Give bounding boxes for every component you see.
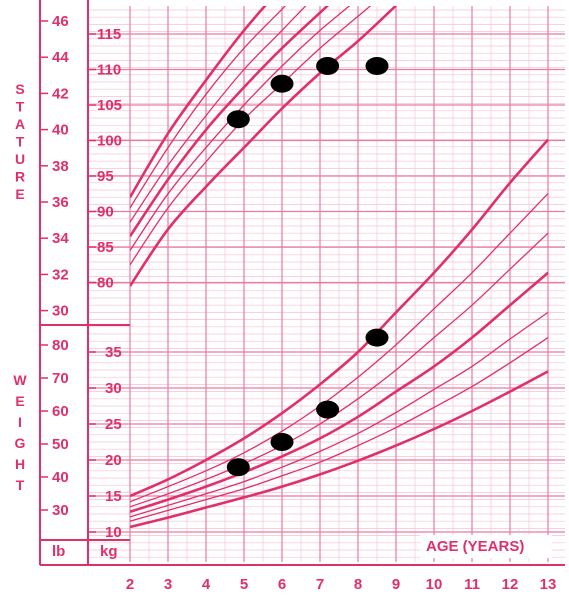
weight-side-letter: I xyxy=(18,414,22,430)
stature-side-letter: T xyxy=(16,99,25,115)
weight-side-letter: E xyxy=(15,393,24,409)
x-axis-tick-label: 3 xyxy=(164,576,172,593)
weight-kg-tick-label: 15 xyxy=(105,488,122,505)
weight-lb-tick-label: 30 xyxy=(52,502,69,519)
stature-data-point xyxy=(316,56,340,75)
stature-cm-tick-label: 95 xyxy=(97,168,114,185)
weight-lb-tick-label: 70 xyxy=(52,370,69,387)
stature-inch-tick-label: 44 xyxy=(52,49,69,66)
x-axis-tick-label: 4 xyxy=(202,576,211,593)
x-axis-tick-label: 2 xyxy=(126,576,134,593)
stature-side-letter: S xyxy=(15,81,24,97)
stature-curve-p10 xyxy=(130,6,372,266)
stature-side-letter: T xyxy=(16,134,25,150)
stature-curve-p97 xyxy=(130,6,267,198)
unit-label-kg: kg xyxy=(100,543,118,560)
weight-data-point xyxy=(316,400,340,419)
stature-cm-tick-label: 105 xyxy=(97,97,122,114)
weight-data-point xyxy=(226,458,250,477)
stature-curve-p3 xyxy=(130,6,397,287)
weight-side-letter: H xyxy=(15,456,25,472)
weight-kg-tick-label: 10 xyxy=(105,524,122,541)
x-axis-tick-label: 10 xyxy=(426,576,443,593)
stature-curve-p25 xyxy=(130,6,351,251)
stature-side-letter: A xyxy=(15,116,25,132)
chart-labels: AGE (YEARS) lb kg 4644424038363432308070… xyxy=(13,13,556,593)
stature-data-point xyxy=(365,56,389,75)
stature-cm-tick-label: 110 xyxy=(97,62,121,79)
x-axis-tick-label: 6 xyxy=(278,576,286,593)
unit-label-lb: lb xyxy=(52,543,65,560)
weight-lb-tick-label: 50 xyxy=(52,436,69,453)
stature-data-point xyxy=(226,110,250,129)
x-axis-tick-label: 13 xyxy=(540,576,557,593)
weight-side-letter: T xyxy=(16,477,25,493)
stature-curve-p75 xyxy=(130,6,307,223)
x-axis-tick-label: 9 xyxy=(392,576,400,593)
stature-side-letter: E xyxy=(15,186,24,202)
percentile-curves xyxy=(130,6,549,529)
x-axis-tick-label: 5 xyxy=(240,576,248,593)
stature-inch-tick-label: 40 xyxy=(52,122,69,139)
weight-data-point xyxy=(270,433,294,451)
x-axis-tick-label: 12 xyxy=(502,576,519,593)
x-axis-tick-label: 8 xyxy=(354,576,362,593)
weight-curve-p3 xyxy=(130,370,549,529)
x-axis-label: AGE (YEARS) xyxy=(426,538,524,555)
stature-cm-tick-label: 80 xyxy=(97,275,114,292)
stature-inch-tick-label: 32 xyxy=(52,266,69,283)
plotted-points xyxy=(226,56,389,477)
stature-inch-tick-label: 36 xyxy=(52,194,69,211)
weight-lb-tick-label: 60 xyxy=(52,403,69,420)
stature-inch-tick-label: 30 xyxy=(52,303,69,320)
weight-kg-tick-label: 25 xyxy=(105,416,122,433)
weight-kg-tick-label: 20 xyxy=(105,452,122,469)
weight-curve-p97 xyxy=(130,138,549,498)
stature-curve-p50 xyxy=(130,6,330,238)
stature-side-letter: U xyxy=(15,151,25,167)
stature-cm-tick-label: 85 xyxy=(97,239,114,256)
stature-cm-tick-label: 115 xyxy=(97,26,121,43)
weight-data-point xyxy=(365,328,389,347)
stature-curve-p90 xyxy=(130,6,287,209)
stature-inch-tick-label: 34 xyxy=(52,230,69,247)
stature-cm-tick-label: 100 xyxy=(97,133,122,150)
stature-data-point xyxy=(270,74,294,93)
axis-frame xyxy=(39,0,565,566)
weight-kg-tick-label: 35 xyxy=(105,344,122,361)
stature-inch-tick-label: 42 xyxy=(52,85,69,102)
x-axis-tick-label: 11 xyxy=(464,576,480,593)
weight-lb-tick-label: 80 xyxy=(52,337,69,354)
weight-curve-p10 xyxy=(130,337,549,522)
x-axis-label-box xyxy=(420,535,552,558)
x-axis-tick-label: 7 xyxy=(316,576,324,593)
weight-curve-p75 xyxy=(130,232,549,508)
stature-inch-tick-label: 46 xyxy=(52,13,69,30)
weight-kg-tick-label: 30 xyxy=(105,380,122,397)
weight-curve-p90 xyxy=(130,193,549,503)
weight-side-letter: W xyxy=(13,372,27,388)
weight-curve-p50 xyxy=(130,271,549,514)
stature-inch-tick-label: 38 xyxy=(52,158,69,175)
weight-side-letter: G xyxy=(15,435,26,451)
stature-side-letter: R xyxy=(15,169,25,185)
weight-curve-p25 xyxy=(130,311,549,518)
weight-lb-tick-label: 40 xyxy=(52,469,69,486)
stature-cm-tick-label: 90 xyxy=(97,204,114,221)
